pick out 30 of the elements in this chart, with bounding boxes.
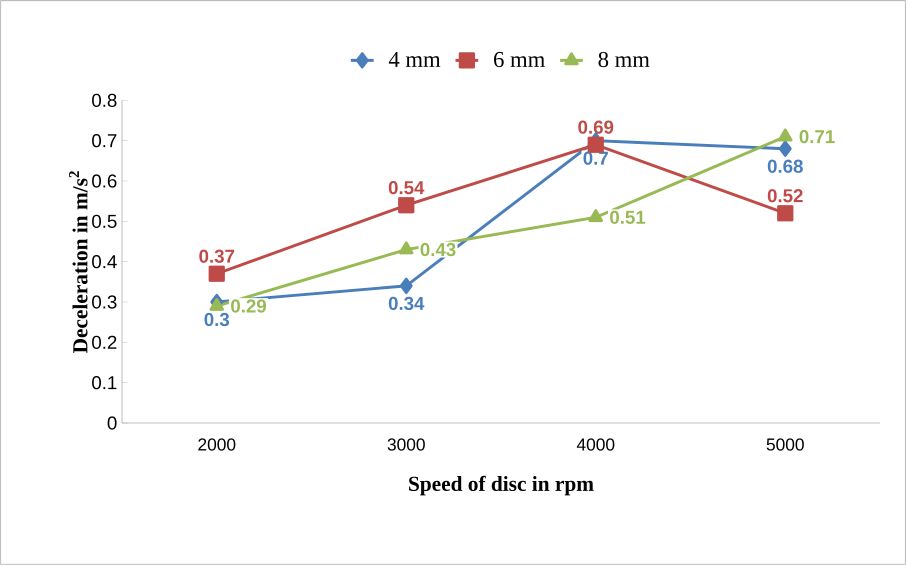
data-label: 0.52: [768, 189, 803, 202]
x-tick-label: 4000: [576, 438, 614, 451]
data-label: 0.29: [231, 299, 266, 313]
y-tick-label: 0.7: [92, 134, 116, 148]
y-tick-label: 0.3: [92, 295, 116, 309]
y-tick-label: 0: [108, 416, 117, 430]
legend-label: 4 mm: [388, 52, 440, 67]
y-tick-label: 0.5: [92, 214, 117, 228]
data-label: 0.3: [204, 312, 230, 326]
x-tick-label: 3000: [388, 438, 425, 451]
data-label: 0.43: [420, 242, 456, 256]
data-label: 0.51: [610, 210, 646, 224]
legend-label: 8 mm: [598, 52, 650, 68]
x-axis-title: Speed of disc in rpm: [409, 476, 594, 496]
data-label: 0.68: [768, 160, 803, 173]
data-label: 0.54: [388, 181, 424, 194]
data-label: 0.37: [199, 250, 234, 263]
x-tick-label: 2000: [198, 438, 236, 451]
data-label: 0.71: [800, 130, 835, 144]
y-tick-label: 0.4: [92, 255, 117, 268]
data-label: 0.34: [388, 296, 424, 310]
y-tick-label: 0.8: [92, 94, 116, 107]
data-label: 0.7: [584, 152, 608, 165]
x-tick-label: 5000: [766, 438, 804, 451]
data-label: 0.69: [578, 120, 614, 134]
y-tick-label: 0.6: [92, 174, 116, 188]
legend-label: 6 mm: [494, 52, 545, 68]
y-tick-label: 0.2: [92, 336, 116, 349]
y-axis-title: Deceleration in m/s$^{2}$: [69, 171, 88, 354]
y-tick-label: 0.1: [92, 376, 116, 390]
